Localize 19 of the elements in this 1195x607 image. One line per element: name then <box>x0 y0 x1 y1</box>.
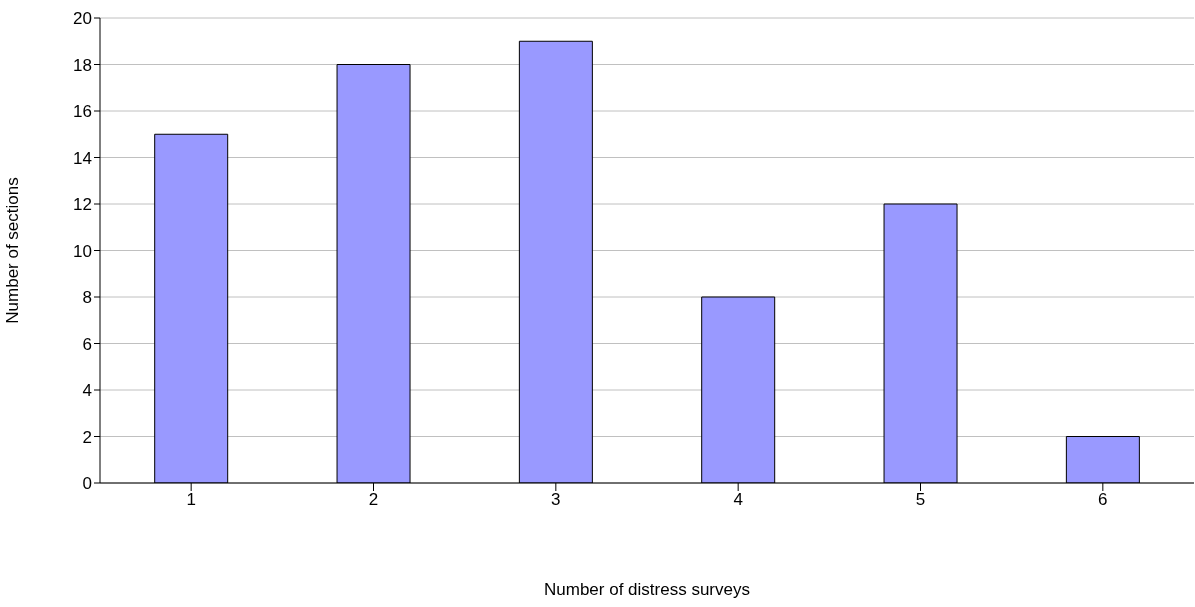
x-tick-label: 2 <box>368 490 379 510</box>
x-tick-label: 5 <box>915 490 926 510</box>
y-axis-title: Number of sections <box>3 177 23 324</box>
y-tick-label: 18 <box>73 55 92 75</box>
x-axis-title: Number of distress surveys <box>544 580 750 599</box>
y-tick-label: 0 <box>82 474 92 494</box>
y-tick-label: 16 <box>73 102 92 122</box>
y-tick-label: 14 <box>73 148 92 168</box>
y-tick-label: 6 <box>82 334 92 354</box>
x-tick-label: 3 <box>551 490 561 510</box>
x-tick-label: 4 <box>733 490 743 510</box>
y-tick-label: 10 <box>73 241 92 261</box>
y-tick-label: 2 <box>82 427 92 447</box>
y-tick-label: 12 <box>73 195 92 215</box>
y-tick-label: 4 <box>82 381 92 401</box>
x-tick-label: 6 <box>1098 490 1108 510</box>
x-tick-label: 1 <box>186 490 196 510</box>
y-tick-label: 8 <box>82 288 92 308</box>
y-tick-label: 20 <box>73 9 92 29</box>
